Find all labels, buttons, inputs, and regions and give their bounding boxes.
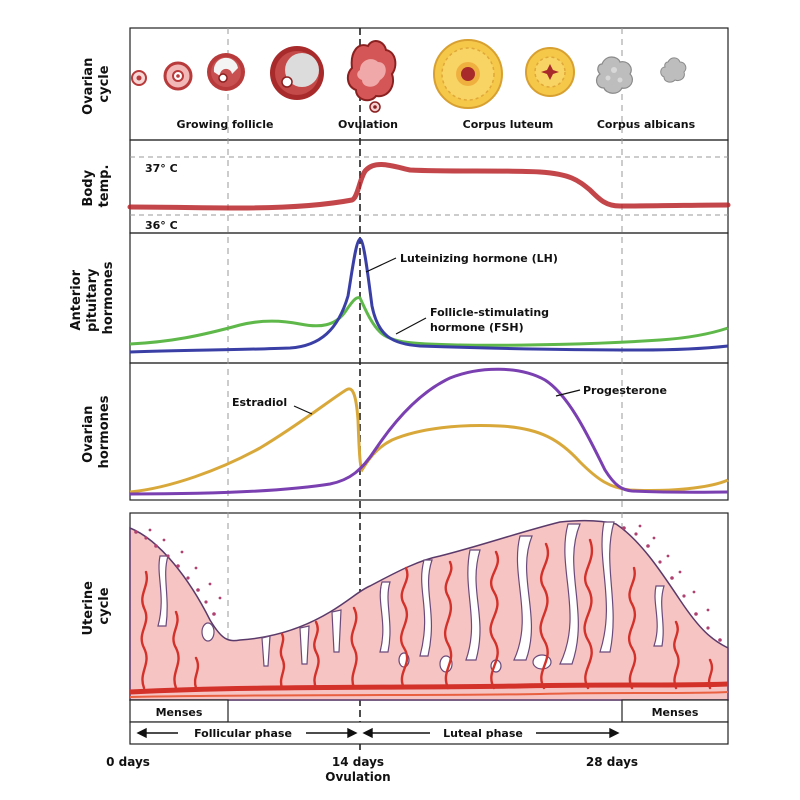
- row-title-pituitary: Anterior pituitary hormones: [69, 261, 116, 334]
- estradiol-curve: [129, 387, 729, 494]
- label-ovulation-stage: Ovulation: [338, 118, 398, 131]
- follicle-secondary-icon: [207, 53, 245, 91]
- luteal-arrow: [362, 727, 620, 739]
- label-lh: Luteinizing hormone (LH): [400, 252, 558, 265]
- fsh-label-pointer: [395, 317, 427, 335]
- label-luteal-phase: Luteal phase: [443, 727, 523, 740]
- follicle-primary-icon: [163, 61, 193, 91]
- corpus-albicans-small-icon: [660, 57, 687, 83]
- panel-body-temp: [129, 139, 729, 234]
- row-title-body-temp: Body temp.: [81, 165, 112, 208]
- spiral-arteries: [140, 538, 714, 690]
- follicular-arrow: [136, 727, 358, 739]
- label-corpus-luteum: Corpus luteum: [463, 118, 554, 131]
- ovulation-icon: [346, 40, 397, 113]
- row-title-uterine: Uterine cycle: [81, 576, 112, 635]
- menstrual-shedding: [134, 524, 722, 642]
- lh-label-pointer: [365, 257, 397, 273]
- corpus-albicans-large-icon: [595, 56, 634, 94]
- uterine-glands: [157, 521, 665, 673]
- axis-ovulation: Ovulation: [325, 770, 390, 784]
- panel-ovarian-hormones: [129, 362, 729, 501]
- lh-curve: [129, 237, 729, 354]
- label-fsh-line1: Follicle-stimulating: [430, 306, 549, 319]
- label-corpus-albicans: Corpus albicans: [597, 118, 696, 131]
- row-title-ovarian-cycle: Ovarian cycle: [81, 53, 112, 115]
- follicle-mature-icon: [270, 46, 324, 100]
- basal-vessel: [129, 681, 729, 695]
- temp-curve: [127, 162, 731, 211]
- corpus-luteum-large-icon: [433, 39, 503, 109]
- label-progesterone: Progesterone: [583, 384, 667, 397]
- estradiol-label-pointer: [293, 405, 313, 415]
- temp-label-36: 36° C: [145, 219, 178, 232]
- axis-day-14: 14 days: [332, 755, 384, 769]
- fsh-curve: [129, 296, 729, 347]
- axis-day-28: 28 days: [586, 755, 638, 769]
- label-menses-left: Menses: [156, 706, 203, 719]
- axis-day-0: 0 days: [106, 755, 150, 769]
- basal-vessel-secondary: [129, 691, 729, 698]
- row-title-ovarian-hormones: Ovarian hormones: [81, 395, 112, 468]
- label-estradiol: Estradiol: [232, 396, 287, 409]
- corpus-luteum-small-icon: [525, 47, 575, 97]
- follicle-primordial-icon: [131, 70, 147, 86]
- temp-label-37: 37° C: [145, 162, 178, 175]
- label-follicular-phase: Follicular phase: [194, 727, 292, 740]
- label-growing-follicle: Growing follicle: [177, 118, 274, 131]
- progesterone-curve: [129, 367, 729, 496]
- label-menses-right: Menses: [652, 706, 699, 719]
- label-fsh-line2: hormone (FSH): [430, 321, 524, 334]
- progesterone-label-pointer: [555, 389, 581, 397]
